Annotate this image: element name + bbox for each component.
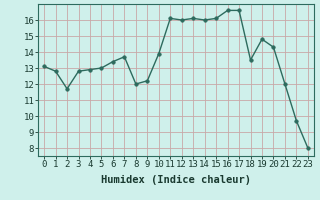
X-axis label: Humidex (Indice chaleur): Humidex (Indice chaleur) xyxy=(101,175,251,185)
